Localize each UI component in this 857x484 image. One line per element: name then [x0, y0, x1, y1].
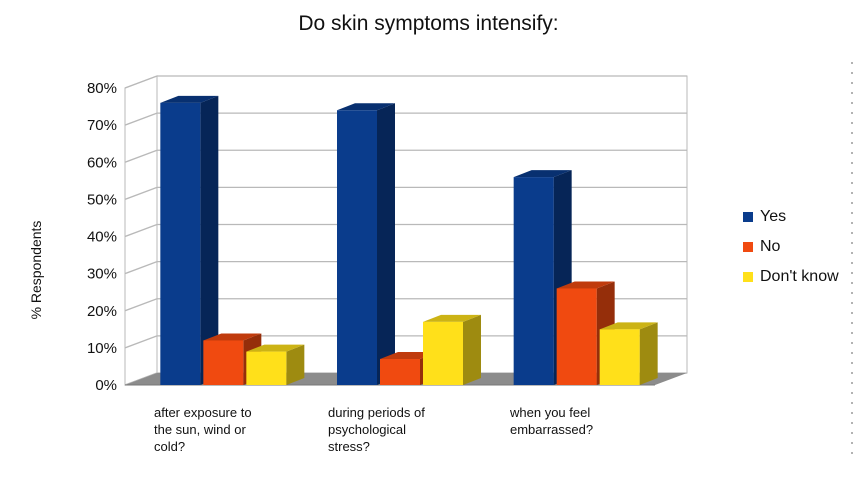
gridline-side: [124, 75, 158, 89]
bar-no-cat1: [203, 340, 244, 385]
category-label-3: when you feel embarrassed?: [510, 405, 594, 437]
legend-item-dont-know: Don't know: [743, 262, 839, 292]
bar-no-cat3-top: [556, 281, 615, 289]
legend-label-no: No: [760, 238, 781, 255]
gridline-side: [124, 298, 158, 312]
bar-no-cat1-top: [203, 333, 262, 341]
legend-swatch-dont-know: [743, 272, 753, 282]
legend-swatch-no: [743, 242, 753, 252]
gridline-side: [124, 223, 158, 238]
legend-swatch-yes: [743, 212, 753, 222]
gridline-side: [124, 149, 158, 163]
legend-label-yes: Yes: [760, 208, 787, 225]
bar-no-cat2: [380, 359, 420, 385]
y-tick-label: 40%: [87, 229, 117, 246]
bar-dont-know-cat3-top: [599, 322, 658, 330]
y-tick-label: 10%: [87, 340, 117, 357]
bar-no-cat3: [556, 288, 597, 385]
legend-item-no: No: [743, 232, 839, 262]
bar-dont-know-cat3: [599, 329, 640, 385]
y-tick-label: 60%: [87, 154, 117, 171]
legend-item-yes: Yes: [743, 202, 839, 232]
legend-label-dont-know: Don't know: [760, 268, 839, 285]
category-label-1: after exposure to the sun, wind or cold?: [154, 405, 252, 454]
gridline-side: [124, 112, 158, 126]
gridline-side: [124, 335, 158, 349]
bar-yes-cat1-top: [160, 95, 219, 103]
y-tick-label: 20%: [87, 303, 117, 320]
bar-dont-know-cat1-top: [246, 344, 305, 352]
category-label-2: during periods of psychological stress?: [328, 405, 425, 454]
gridline-side: [124, 186, 158, 200]
bar-dont-know-cat2-side: [463, 314, 481, 385]
bar-dont-know-cat2-top: [423, 314, 481, 322]
bar-yes-cat2-top: [337, 103, 395, 111]
bar-yes-cat2: [337, 110, 377, 386]
bar-yes-cat3-top: [513, 170, 572, 178]
bar-dont-know-cat2: [423, 321, 463, 385]
bar-yes-cat1-side: [200, 95, 219, 385]
bar-dont-know-cat1-side: [286, 344, 305, 385]
chart-title: Do skin symptoms intensify:: [298, 12, 559, 35]
y-tick-label: 70%: [87, 117, 117, 134]
bar-yes-cat3: [513, 177, 554, 385]
y-tick-label: 0%: [95, 377, 117, 394]
y-tick-label: 30%: [87, 266, 117, 283]
bar-dont-know-cat1: [246, 351, 287, 385]
bar-yes-cat2-side: [377, 103, 395, 386]
dotted-edge-decoration: [851, 58, 853, 458]
y-tick-label: 50%: [87, 191, 117, 208]
gridline-side: [124, 261, 158, 275]
bar-yes-cat1: [160, 102, 201, 385]
bar-dont-know-cat3-side: [639, 322, 658, 385]
legend: Yes No Don't know: [743, 202, 839, 292]
y-tick-label: 80%: [87, 80, 117, 97]
